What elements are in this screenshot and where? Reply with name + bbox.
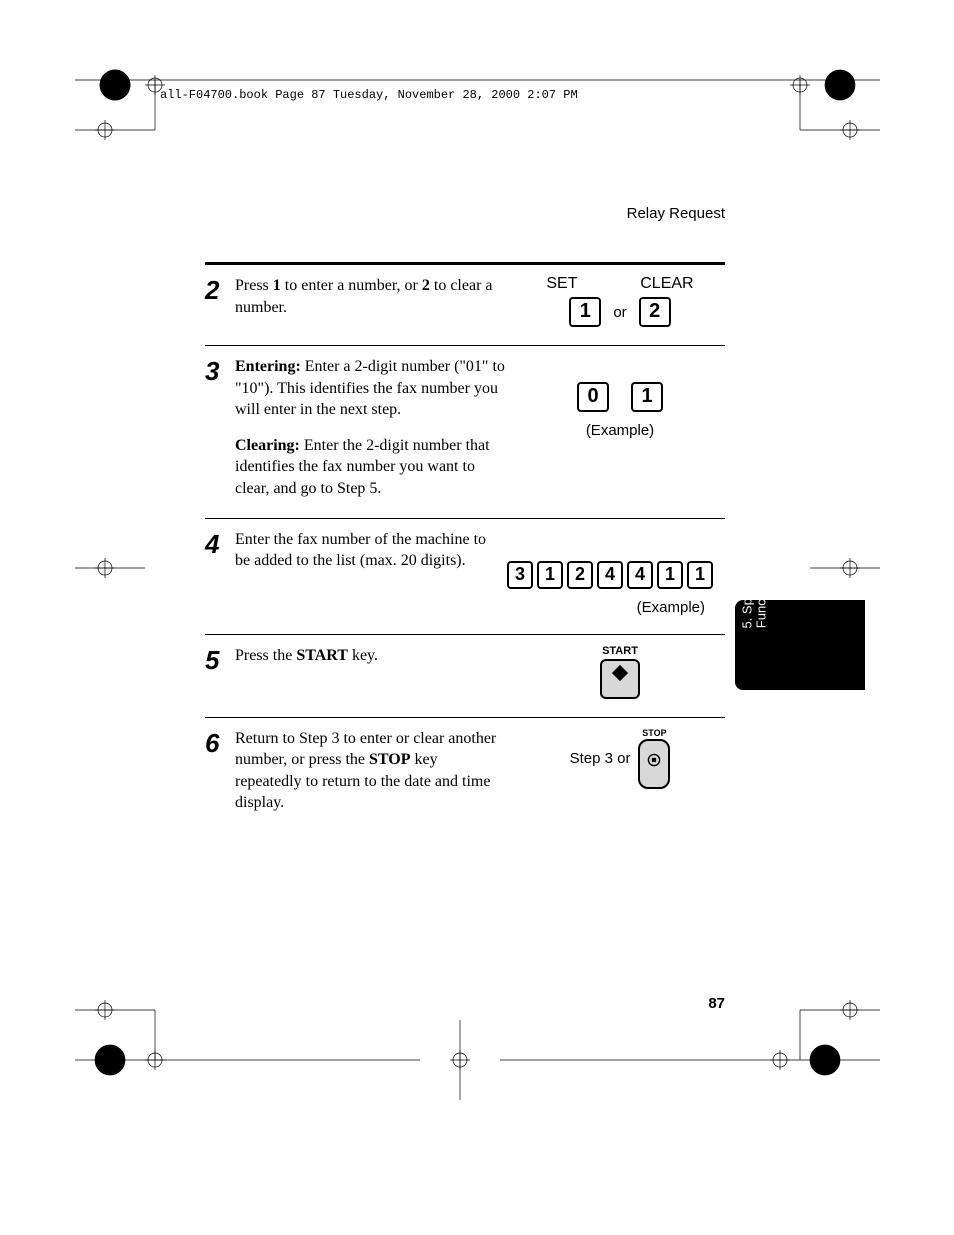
key-digit: 2 (567, 561, 593, 589)
step-figure: START (515, 645, 725, 699)
step-text: Press the START key. (235, 645, 515, 699)
tab-line-2: Functions (754, 572, 769, 628)
step-number: 2 (205, 275, 235, 327)
step-text: Return to Step 3 to enter or clear anoth… (235, 728, 515, 814)
print-meta-header: all-F04700.book Page 87 Tuesday, Novembe… (160, 88, 578, 102)
example-label: (Example) (515, 422, 725, 439)
step3-or-text: Step 3 or (570, 750, 631, 767)
tab-line-1: 5. Special (740, 571, 755, 628)
key-2: 2 (639, 297, 671, 327)
step-text: Enter the fax number of the machine to b… (235, 529, 495, 616)
key-1: 1 (631, 382, 663, 412)
step-2: 2 Press 1 to enter a number, or 2 to cle… (205, 265, 725, 345)
key-1: 1 (569, 297, 601, 327)
step-5: 5 Press the START key. START (205, 635, 725, 717)
step-text: Press 1 to enter a number, or 2 to clear… (235, 275, 515, 327)
step-figure: 0 1 (Example) (515, 356, 725, 500)
section-title: Relay Request (205, 205, 725, 222)
key-digit: 1 (537, 561, 563, 589)
step-figure: 3124411 (Example) (495, 529, 725, 616)
step-number: 6 (205, 728, 235, 814)
page-content: Relay Request 2 Press 1 to enter a numbe… (205, 205, 725, 832)
step-number: 3 (205, 356, 235, 500)
start-label: START (515, 645, 725, 657)
key-digit: 1 (687, 561, 713, 589)
stop-label: STOP (638, 728, 670, 738)
page-number: 87 (708, 995, 725, 1012)
step-text: Entering: Enter a 2-digit number ("01" t… (235, 356, 515, 500)
step-6: 6 Return to Step 3 to enter or clear ano… (205, 718, 725, 832)
key-digit: 4 (597, 561, 623, 589)
step-figure: Step 3 or STOP (515, 728, 725, 814)
key-digit: 3 (507, 561, 533, 589)
step-figure: SET CLEAR 1 or 2 (515, 275, 725, 327)
step-number: 4 (205, 529, 235, 616)
chapter-tab: 5. Special Functions (735, 600, 865, 690)
step-number: 5 (205, 645, 235, 699)
key-0: 0 (577, 382, 609, 412)
key-digit: 1 (657, 561, 683, 589)
start-key-icon (600, 659, 640, 699)
step-4: 4 Enter the fax number of the machine to… (205, 519, 725, 634)
stop-key-icon (638, 739, 670, 789)
step-3: 3 Entering: Enter a 2-digit number ("01"… (205, 346, 725, 518)
label-clear: CLEAR (640, 275, 693, 293)
label-set: SET (546, 275, 577, 293)
or-text: or (613, 304, 626, 321)
example-label: (Example) (495, 599, 725, 616)
key-digit: 4 (627, 561, 653, 589)
